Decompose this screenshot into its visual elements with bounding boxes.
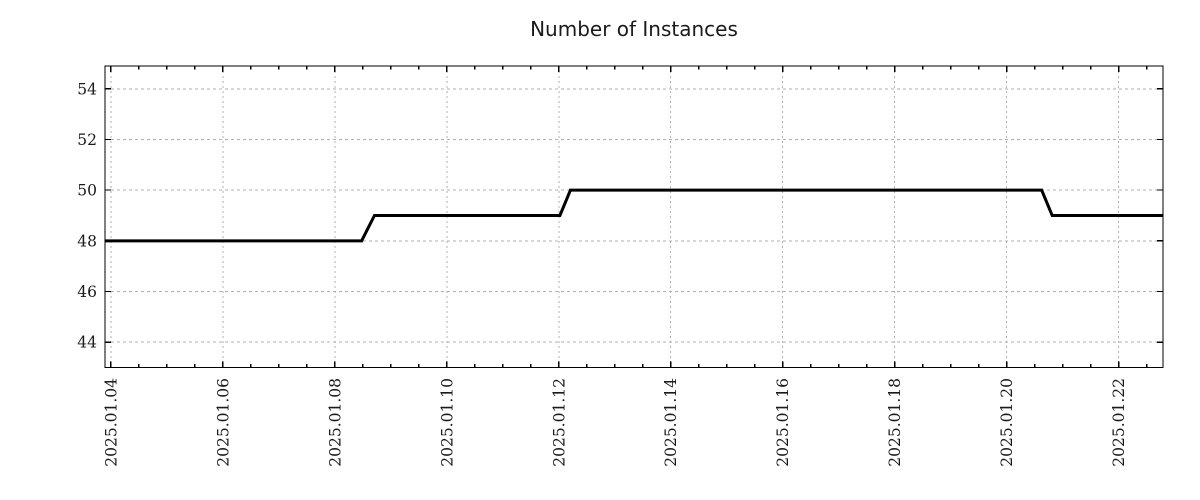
y-tick-label: 54 xyxy=(77,80,97,98)
x-tick-label: 2025.01.08 xyxy=(326,378,344,467)
y-tick-label: 52 xyxy=(77,131,97,149)
x-tick-label: 2025.01.10 xyxy=(438,378,456,467)
series-line-instances xyxy=(105,188,1163,243)
chart-title: Number of Instances xyxy=(530,17,738,41)
y-tick-label: 46 xyxy=(77,283,97,301)
axes xyxy=(104,65,1164,369)
y-tick-label: 48 xyxy=(77,232,97,250)
x-tick-label: 2025.01.06 xyxy=(214,378,232,467)
x-tick-label: 2025.01.14 xyxy=(662,378,680,467)
x-tick-label: 2025.01.12 xyxy=(550,378,568,467)
plot-border xyxy=(104,65,1164,369)
gridlines xyxy=(105,66,1163,368)
x-tick-label: 2025.01.16 xyxy=(774,378,792,467)
x-tick-label: 2025.01.18 xyxy=(886,378,904,467)
x-tick-label: 2025.01.04 xyxy=(102,378,120,467)
x-tick-labels: 2025.01.04 2025.01.06 2025.01.08 2025.01.10… xyxy=(102,378,1128,467)
y-tick-label: 50 xyxy=(77,182,97,200)
y-tick-label: 44 xyxy=(77,334,97,352)
x-tick-label: 2025.01.20 xyxy=(998,378,1016,467)
x-tick-label: 2025.01.22 xyxy=(1110,378,1128,467)
y-tick-labels: 44 46 48 50 52 54 xyxy=(77,80,97,351)
